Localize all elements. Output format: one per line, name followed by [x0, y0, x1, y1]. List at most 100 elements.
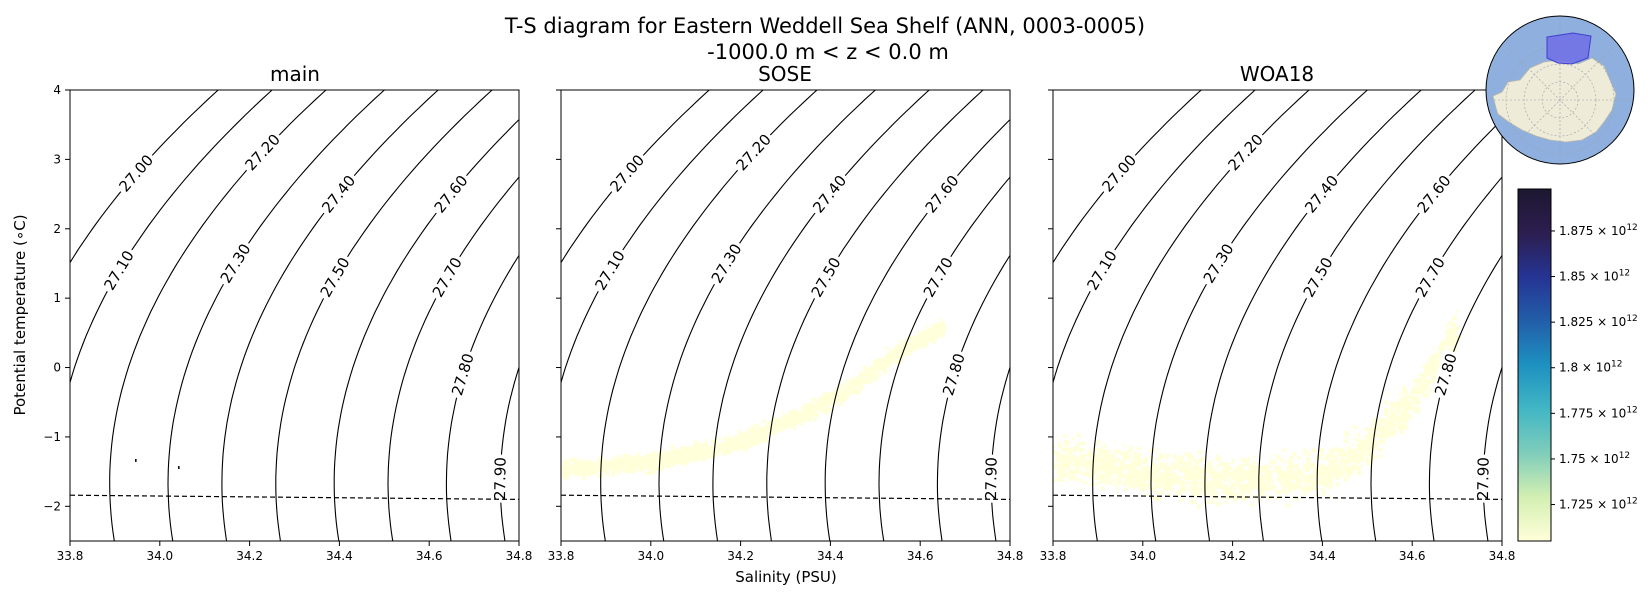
ts-point: [788, 411, 791, 414]
ts-point: [1343, 477, 1348, 482]
ts-point: [930, 329, 935, 334]
ts-point: [664, 461, 670, 466]
ts-point: [696, 452, 700, 456]
ts-point: [564, 469, 569, 474]
ts-point: [942, 328, 945, 332]
ts-point: [1368, 453, 1373, 458]
ts-point: [764, 439, 768, 443]
ts-point: [826, 404, 830, 407]
ts-point: [614, 460, 617, 463]
ts-point: [1190, 493, 1194, 497]
ts-point: [1353, 466, 1356, 470]
ts-point: [1429, 358, 1433, 362]
ts-point: [1231, 481, 1235, 486]
ts-point: [925, 344, 929, 348]
ts-point: [1308, 479, 1312, 484]
ts-point: [607, 461, 612, 466]
ts-point: [1388, 408, 1392, 412]
ts-point: [876, 360, 881, 366]
ts-point: [692, 459, 696, 463]
ts-point: [1386, 409, 1390, 413]
ts-point: [747, 432, 751, 436]
ts-point: [1287, 471, 1292, 476]
ts-point: [1076, 457, 1080, 461]
ts-point: [658, 457, 663, 461]
ts-point: [1128, 484, 1132, 487]
ts-point: [887, 359, 891, 364]
ts-point: [1053, 466, 1056, 469]
ts-point: [1162, 479, 1167, 484]
ts-point: [885, 353, 888, 356]
ts-point: [1289, 475, 1293, 479]
ts-point: [743, 447, 748, 452]
isopycnal-line: [766, 90, 984, 541]
ts-point: [1439, 350, 1443, 353]
ts-point: [1366, 449, 1371, 455]
ts-point: [1186, 468, 1189, 471]
ts-point: [1273, 458, 1277, 462]
ts-point: [686, 451, 690, 454]
isopycnal-line: [561, 90, 764, 385]
ts-point: [1411, 414, 1414, 418]
ts-point: [799, 423, 803, 427]
ts-point: [1071, 437, 1075, 441]
ts-point: [916, 333, 921, 338]
ts-point: [1415, 398, 1420, 403]
ts-point: [1204, 465, 1208, 469]
ts-point: [667, 463, 672, 468]
contour-label: 27.30: [1200, 240, 1238, 286]
ts-point: [771, 426, 775, 430]
ts-point: [1363, 443, 1367, 447]
ts-point: [702, 447, 705, 451]
ts-point: [751, 441, 757, 447]
ts-point: [1427, 364, 1430, 367]
ts-point: [1208, 491, 1211, 494]
ts-point: [1233, 479, 1237, 482]
ts-point: [1194, 487, 1198, 491]
ts-point: [1353, 455, 1358, 460]
ts-point: [1383, 400, 1388, 405]
ts-point: [806, 405, 810, 409]
ts-point: [1113, 466, 1117, 470]
ts-point: [710, 446, 715, 452]
ts-point: [1171, 487, 1175, 491]
ts-point: [910, 344, 915, 349]
ts-point: [1081, 480, 1084, 483]
ts-point: [1163, 482, 1167, 486]
ts-point: [1313, 466, 1316, 470]
ts-point: [1347, 471, 1353, 476]
ts-point: [1168, 493, 1171, 496]
ts-point: [1185, 464, 1189, 467]
ts-point: [1351, 448, 1355, 453]
contour-label-bg: [730, 128, 777, 177]
ts-point: [920, 339, 925, 344]
ts-point: [1375, 443, 1379, 446]
ts-point: [1380, 447, 1383, 451]
ts-point: [742, 433, 747, 438]
ts-point: [1095, 448, 1099, 452]
ts-point: [1161, 476, 1166, 481]
ts-point: [1059, 470, 1065, 475]
ts-point: [1290, 461, 1295, 466]
ts-point: [1432, 347, 1435, 350]
ts-point: [1059, 462, 1065, 467]
ts-point: [1163, 485, 1168, 490]
ts-point: [726, 438, 730, 442]
ts-point: [633, 463, 637, 467]
ts-point: [1310, 477, 1315, 482]
ts-point: [689, 447, 693, 450]
ts-point: [637, 461, 639, 464]
y-tick-label: 2: [53, 222, 61, 236]
contour-label-bg: [447, 348, 479, 401]
ts-point: [803, 416, 808, 420]
x-tick-label: 34.0: [146, 549, 173, 563]
ts-point: [762, 427, 767, 432]
contour-layer: [561, 90, 1010, 541]
ts-point: [1274, 486, 1277, 489]
ts-point: [1293, 483, 1297, 487]
panel-title: WOA18: [1240, 62, 1314, 86]
ts-point: [581, 466, 586, 471]
contour-label: 27.10: [1083, 247, 1120, 293]
x-axis: 33.8 34.0 34.2 34.4 34.6 34.8: [1040, 541, 1515, 563]
